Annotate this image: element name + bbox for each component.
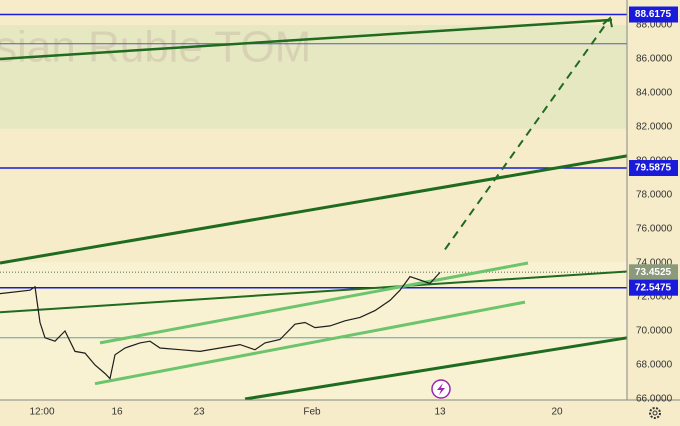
x-tick-label: 23: [193, 407, 205, 418]
zone: [0, 25, 627, 129]
trend-line: [0, 270, 628, 314]
x-tick-label: 13: [434, 407, 446, 418]
trend-line: [0, 154, 628, 265]
trend-line: [94, 300, 526, 386]
y-tick-label: 82.0000: [636, 122, 673, 133]
x-tick-label: 16: [111, 407, 123, 418]
plot-area: sian Ruble TOM: [0, 13, 628, 401]
y-tick-label: 78.0000: [636, 190, 673, 201]
price-label-box: [629, 264, 678, 281]
x-tick-label: 12:00: [29, 407, 54, 418]
y-tick-label: 70.0000: [636, 326, 673, 337]
y-tick-label: 76.0000: [636, 224, 673, 235]
watermark: sian Ruble TOM: [0, 23, 311, 72]
trend-line: [444, 17, 611, 250]
x-tick-label: Feb: [303, 407, 321, 418]
lower-background: [0, 262, 627, 400]
y-tick-label: 72.0000: [636, 292, 673, 303]
y-tick-label: 74.0000: [636, 258, 673, 269]
y-tick-label: 84.0000: [636, 88, 673, 99]
y-tick-label: 86.0000: [636, 54, 673, 65]
event-icon[interactable]: [431, 379, 451, 399]
y-tick-label: 66.0000: [636, 394, 673, 405]
price-label: 72.5475: [635, 282, 672, 293]
settings-icon[interactable]: [649, 407, 661, 419]
trend-line: [244, 336, 628, 401]
price-label-box: [629, 6, 678, 23]
price-label-box: [629, 160, 678, 177]
y-tick-label: 68.0000: [636, 360, 673, 371]
price-label: 79.5875: [635, 163, 672, 174]
price-axis: [627, 0, 680, 426]
x-tick-label: 20: [551, 407, 563, 418]
y-tick-label: 88.0000: [636, 20, 673, 31]
trend-line: [99, 261, 529, 345]
price-label-box: [629, 279, 678, 296]
trend-line: [0, 18, 613, 61]
price-label: 73.4525: [635, 267, 672, 278]
arrow-head: [602, 16, 613, 28]
price-label: 88.6175: [635, 9, 672, 20]
time-axis: [0, 400, 627, 426]
price-line: [0, 271, 441, 380]
